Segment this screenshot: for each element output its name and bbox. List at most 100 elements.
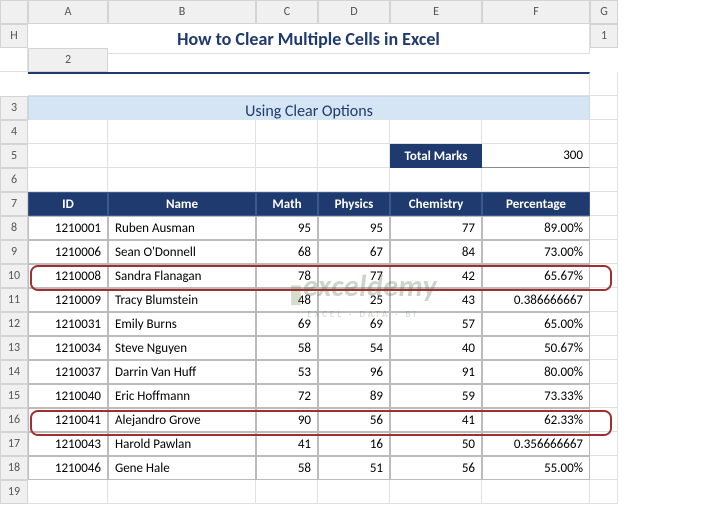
cell-H17[interactable]	[590, 432, 618, 456]
cell-pct-16[interactable]: 62.33%	[482, 408, 590, 432]
cell-math-10[interactable]: 78	[256, 264, 318, 288]
cell-name-17[interactable]: Harold Pawlan	[108, 432, 256, 456]
cell-pct-15[interactable]: 73.33%	[482, 384, 590, 408]
col-header-A[interactable]: A	[28, 0, 108, 24]
row-header-1[interactable]: 1	[590, 24, 618, 48]
cell-chemistry-11[interactable]: 43	[390, 288, 482, 312]
cell-H7[interactable]	[590, 192, 618, 216]
select-all-corner[interactable]	[0, 0, 28, 24]
cell-H10[interactable]	[590, 264, 618, 288]
cell-r4-c3[interactable]	[318, 120, 390, 144]
cell-id-11[interactable]: 1210009	[28, 288, 108, 312]
cell-name-18[interactable]: Gene Hale	[108, 456, 256, 480]
total-marks-value[interactable]: 300	[482, 144, 590, 168]
cell-chemistry-9[interactable]: 84	[390, 240, 482, 264]
row-header-11[interactable]: 11	[0, 288, 28, 312]
cell-r19-c0[interactable]	[28, 480, 108, 504]
cell-H5[interactable]	[590, 144, 618, 168]
row-header-16[interactable]: 16	[0, 408, 28, 432]
cell-pct-9[interactable]: 73.00%	[482, 240, 590, 264]
cell-r19-c3[interactable]	[318, 480, 390, 504]
cell-H8[interactable]	[590, 216, 618, 240]
cell-pct-10[interactable]: 65.67%	[482, 264, 590, 288]
row-header-17[interactable]: 17	[0, 432, 28, 456]
cell-H16[interactable]	[590, 408, 618, 432]
cell-id-16[interactable]: 1210041	[28, 408, 108, 432]
cell-r19-c2[interactable]	[256, 480, 318, 504]
cell-r4-c6[interactable]	[590, 120, 618, 144]
cell-id-9[interactable]: 1210006	[28, 240, 108, 264]
col-header-F[interactable]: F	[482, 0, 590, 24]
cell-id-18[interactable]: 1210046	[28, 456, 108, 480]
cell-math-14[interactable]: 53	[256, 360, 318, 384]
row-header-19[interactable]: 19	[0, 480, 28, 504]
cell-chemistry-17[interactable]: 50	[390, 432, 482, 456]
cell-name-11[interactable]: Tracy Blumstein	[108, 288, 256, 312]
row-header-10[interactable]: 10	[0, 264, 28, 288]
cell-chemistry-12[interactable]: 57	[390, 312, 482, 336]
cell-r6-c2[interactable]	[256, 168, 318, 192]
cell-r5-c2[interactable]	[256, 144, 318, 168]
row-header-4[interactable]: 4	[0, 120, 28, 144]
col-header-E[interactable]: E	[390, 0, 482, 24]
cell-r6-c6[interactable]	[590, 168, 618, 192]
cell-r6-c4[interactable]	[390, 168, 482, 192]
cell-H11[interactable]	[590, 288, 618, 312]
cell-name-10[interactable]: Sandra Flanagan	[108, 264, 256, 288]
cell-physics-9[interactable]: 67	[318, 240, 390, 264]
col-header-D[interactable]: D	[318, 0, 390, 24]
row-header-8[interactable]: 8	[0, 216, 28, 240]
cell-math-11[interactable]: 48	[256, 288, 318, 312]
cell-chemistry-14[interactable]: 91	[390, 360, 482, 384]
cell-physics-8[interactable]: 95	[318, 216, 390, 240]
cell-r4-c5[interactable]	[482, 120, 590, 144]
row-header-2[interactable]: 2	[28, 48, 108, 72]
cell-physics-15[interactable]: 89	[318, 384, 390, 408]
cell-H14[interactable]	[590, 360, 618, 384]
col-header-G[interactable]: G	[590, 0, 618, 24]
cell-r5-c1[interactable]	[108, 144, 256, 168]
cell-r19-c1[interactable]	[108, 480, 256, 504]
row-header-9[interactable]: 9	[0, 240, 28, 264]
row-header-15[interactable]: 15	[0, 384, 28, 408]
cell-r6-c1[interactable]	[108, 168, 256, 192]
cell-pct-17[interactable]: 0.356666667	[482, 432, 590, 456]
cell-H2[interactable]	[590, 72, 618, 96]
cell-r4-c0[interactable]	[28, 120, 108, 144]
cell-r19-c5[interactable]	[482, 480, 590, 504]
cell-r6-c5[interactable]	[482, 168, 590, 192]
cell-physics-12[interactable]: 69	[318, 312, 390, 336]
cell-math-17[interactable]: 41	[256, 432, 318, 456]
cell-id-17[interactable]: 1210043	[28, 432, 108, 456]
cell-H1[interactable]	[0, 48, 28, 72]
cell-r4-c4[interactable]	[390, 120, 482, 144]
row-header-5[interactable]: 5	[0, 144, 28, 168]
row-header-3[interactable]: 3	[0, 96, 28, 120]
cell-physics-11[interactable]: 25	[318, 288, 390, 312]
cell-r4-c2[interactable]	[256, 120, 318, 144]
cell-name-13[interactable]: Steve Nguyen	[108, 336, 256, 360]
cell-pct-8[interactable]: 89.00%	[482, 216, 590, 240]
cell-physics-14[interactable]: 96	[318, 360, 390, 384]
cell-H13[interactable]	[590, 336, 618, 360]
cell-pct-11[interactable]: 0.386666667	[482, 288, 590, 312]
row-header-6[interactable]: 6	[0, 168, 28, 192]
cell-name-16[interactable]: Alejandro Grove	[108, 408, 256, 432]
cell-math-16[interactable]: 90	[256, 408, 318, 432]
cell-math-15[interactable]: 72	[256, 384, 318, 408]
cell-name-8[interactable]: Ruben Ausman	[108, 216, 256, 240]
cell-id-12[interactable]: 1210031	[28, 312, 108, 336]
row-header-14[interactable]: 14	[0, 360, 28, 384]
cell-name-9[interactable]: Sean O'Donnell	[108, 240, 256, 264]
row-header-7[interactable]: 7	[0, 192, 28, 216]
cell-pct-14[interactable]: 80.00%	[482, 360, 590, 384]
cell-name-14[interactable]: Darrin Van Huff	[108, 360, 256, 384]
cell-pct-12[interactable]: 65.00%	[482, 312, 590, 336]
cell-r4-c1[interactable]	[108, 120, 256, 144]
cell-id-14[interactable]: 1210037	[28, 360, 108, 384]
cell-name-15[interactable]: Eric Hoffmann	[108, 384, 256, 408]
row-header-12[interactable]: 12	[0, 312, 28, 336]
cell-chemistry-8[interactable]: 77	[390, 216, 482, 240]
cell-pct-13[interactable]: 50.67%	[482, 336, 590, 360]
cell-math-18[interactable]: 58	[256, 456, 318, 480]
